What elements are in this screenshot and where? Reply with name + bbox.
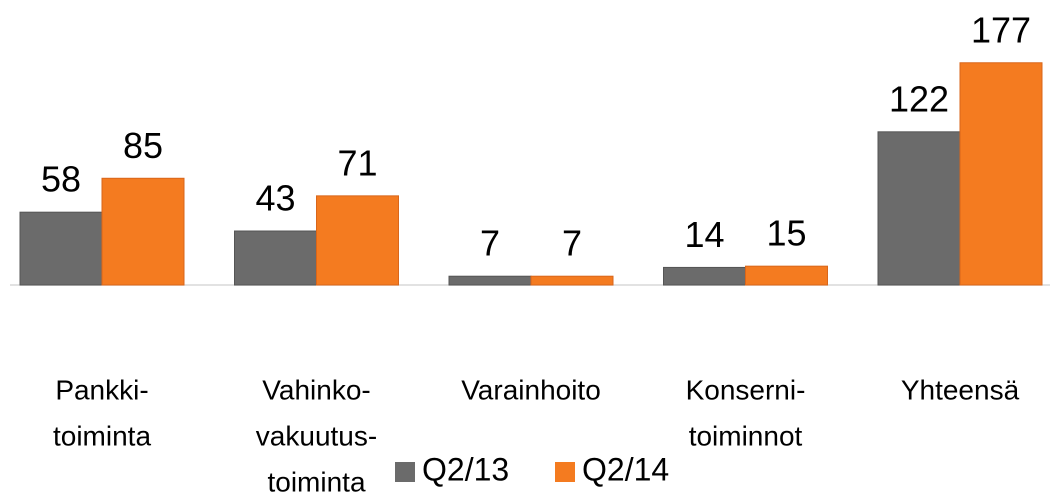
value-label: 122 — [889, 78, 949, 119]
x-tick-label: toiminta — [267, 466, 365, 494]
legend-swatch — [395, 462, 415, 482]
x-tick-label: Konserni- — [686, 374, 806, 405]
bar — [19, 211, 103, 286]
bar — [101, 177, 185, 286]
legend-label: Q2/14 — [582, 451, 669, 487]
x-tick-label: toiminta — [53, 420, 151, 451]
bar — [448, 275, 532, 286]
bar — [663, 266, 746, 286]
value-label: 14 — [684, 214, 724, 255]
value-label: 43 — [255, 178, 295, 219]
bar — [234, 230, 317, 286]
x-tick-label: Varainhoito — [461, 374, 601, 405]
x-tick-label: Pankki- — [55, 374, 148, 405]
x-tick-label: toiminnot — [689, 420, 803, 451]
value-label: 15 — [766, 213, 806, 254]
bar — [959, 62, 1043, 286]
x-tick-label: vakuutus- — [256, 420, 377, 451]
value-label: 71 — [337, 142, 377, 183]
legend-label: Q2/13 — [422, 451, 509, 487]
x-tick-label: Yhteensä — [901, 374, 1020, 405]
bar — [745, 265, 828, 286]
x-tick-label: Vahinko- — [262, 374, 370, 405]
legend-swatch — [555, 462, 575, 482]
bar — [316, 195, 399, 286]
value-label: 177 — [971, 9, 1031, 50]
bar — [530, 275, 614, 286]
value-label: 7 — [480, 223, 500, 264]
value-label: 85 — [123, 125, 163, 166]
value-label: 58 — [41, 159, 81, 200]
bar — [877, 131, 961, 286]
value-label: 7 — [562, 223, 582, 264]
